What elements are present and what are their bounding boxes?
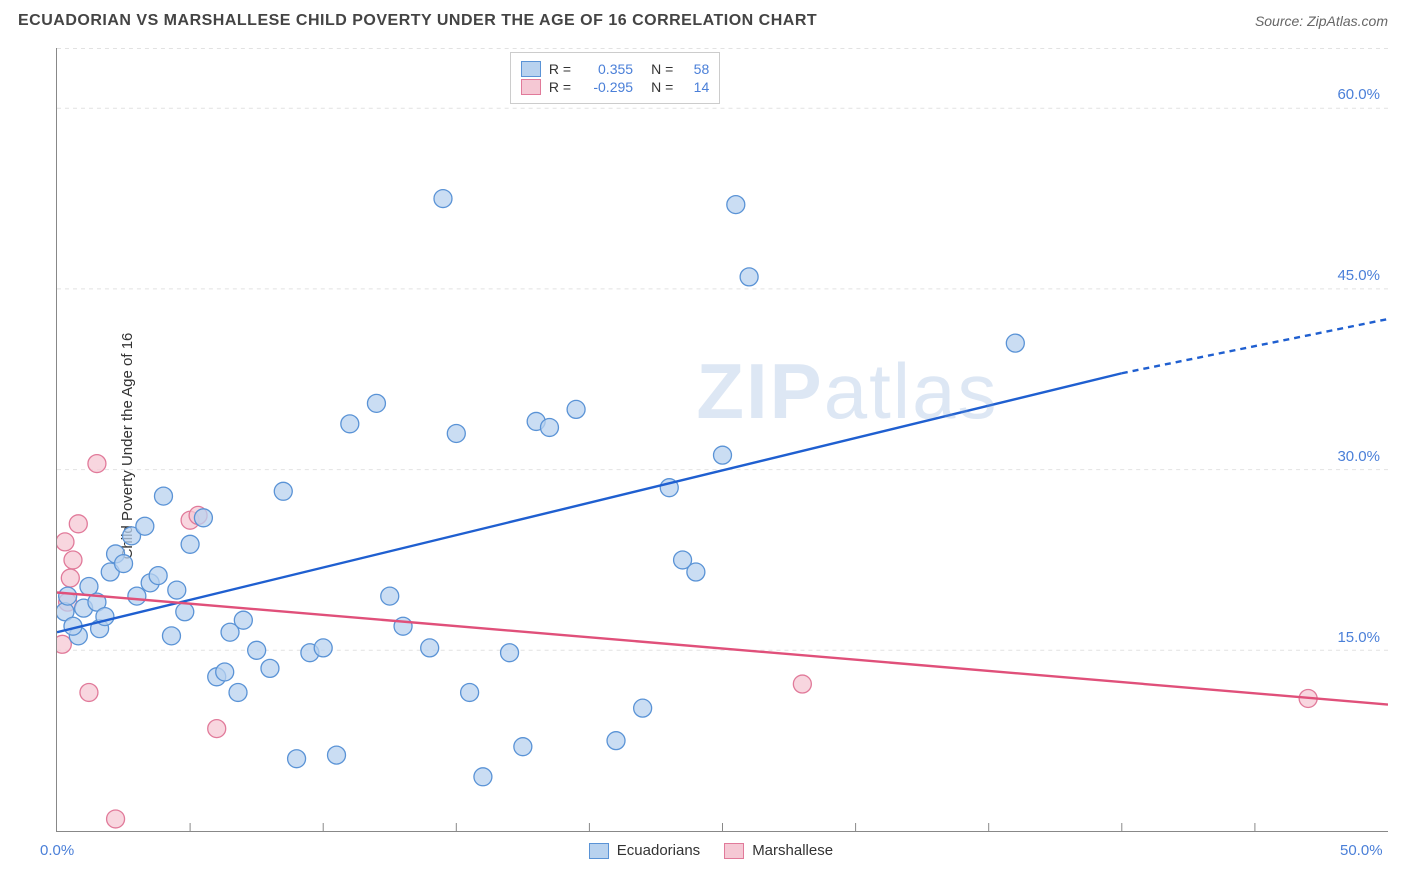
stat-n-value: 58 [681,61,709,77]
y-tick-label: 30.0% [1337,448,1380,465]
y-tick-label: 15.0% [1337,629,1380,646]
legend-swatch [724,843,744,859]
chart-svg [57,48,1388,831]
legend-label: Marshallese [752,842,833,859]
source-attribution: Source: ZipAtlas.com [1255,13,1388,29]
legend-item: Marshallese [724,842,833,859]
stats-row: R = -0.295 N = 14 [521,79,709,95]
source-value: ZipAtlas.com [1307,13,1388,29]
legend-label: Ecuadorians [617,842,700,859]
stat-n-value: 14 [681,79,709,95]
legend-bottom: Ecuadorians Marshallese [589,842,833,859]
x-axis-origin-label: 0.0% [40,842,74,859]
stat-n-label: N = [651,61,673,77]
y-tick-label: 60.0% [1337,86,1380,103]
stat-r-value: -0.295 [579,79,633,95]
chart-title: ECUADORIAN VS MARSHALLESE CHILD POVERTY … [18,12,817,30]
stat-n-label: N = [651,79,673,95]
legend-item: Ecuadorians [589,842,700,859]
x-axis-end-label: 50.0% [1340,842,1383,859]
stat-r-label: R = [549,79,571,95]
source-label: Source: [1255,13,1307,29]
legend-swatch [521,79,541,95]
stat-r-label: R = [549,61,571,77]
stats-legend-box: R = 0.355 N = 58 R = -0.295 N = 14 [510,52,720,104]
y-tick-label: 45.0% [1337,267,1380,284]
legend-swatch [521,61,541,77]
legend-swatch [589,843,609,859]
stats-row: R = 0.355 N = 58 [521,61,709,77]
chart-plot-area: ZIPatlas R =0.355N =58R =-0.295N =14 15.… [56,48,1388,832]
stat-r-value: 0.355 [579,61,633,77]
